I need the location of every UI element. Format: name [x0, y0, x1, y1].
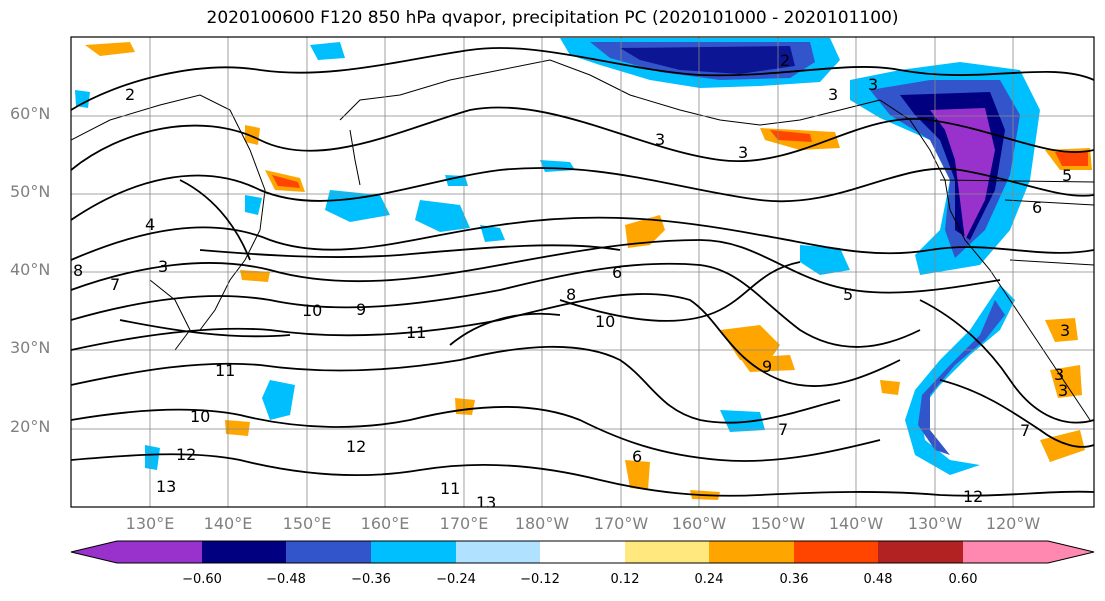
contour-label: 5 — [1062, 166, 1072, 185]
colorbar-segment — [371, 541, 456, 563]
colorbar-segment — [456, 541, 540, 563]
contour-label: 11 — [440, 479, 460, 498]
contour-label: 12 — [346, 437, 366, 456]
contour-label: 2 — [125, 85, 135, 104]
colorbar-segment — [709, 541, 794, 563]
lat-label: 60°N — [10, 104, 51, 123]
contour-label: 8 — [566, 285, 576, 304]
lon-label: 160°W — [671, 514, 727, 533]
contour-label: 5 — [843, 285, 853, 304]
lat-label: 50°N — [10, 182, 51, 201]
colorbar-segment — [286, 541, 371, 563]
contour-label: 6 — [1032, 198, 1042, 217]
map-frame — [70, 36, 1095, 508]
lon-label: 150°W — [750, 514, 806, 533]
colorbar-segment — [540, 541, 625, 563]
contour-label: 7 — [778, 420, 788, 439]
colorbar-tick-label: 0.24 — [694, 572, 724, 587]
contour-label: 11 — [406, 323, 426, 342]
colorbar-segment — [202, 541, 286, 563]
colorbar-tick-label: 0.60 — [948, 572, 978, 587]
contour-label: 3 — [868, 75, 878, 94]
lon-label: 170°W — [593, 514, 649, 533]
contour-label: 7 — [1020, 421, 1030, 440]
lon-label: 160°E — [360, 514, 410, 533]
colorbar-tick-label: −0.36 — [351, 572, 391, 587]
lat-label: 40°N — [10, 260, 51, 279]
contour-label: 6 — [632, 447, 642, 466]
contour-label: 3 — [828, 85, 838, 104]
contour-label: 6 — [612, 263, 622, 282]
colorbar-tick-label: −0.48 — [266, 572, 306, 587]
lon-label: 140°W — [828, 514, 884, 533]
lon-label: 170°E — [439, 514, 489, 533]
colorbar-segment — [963, 541, 1048, 563]
contour-label: 4 — [145, 215, 155, 234]
contour-label: 12 — [963, 487, 983, 506]
contour-label: 3 — [1054, 365, 1064, 384]
map-area: 2 2 3 3 3 3 4 3 5 5 6 6 7 8 9 9 10 10 10… — [71, 37, 1094, 512]
colorbar — [70, 540, 1095, 564]
contour-label: 13 — [156, 477, 176, 496]
contour-label: 9 — [356, 300, 366, 319]
colorbar-tick-label: −0.12 — [520, 572, 560, 587]
contour-label: 13 — [476, 493, 496, 512]
contour-label: 3 — [738, 143, 748, 162]
colorbar-segment — [878, 541, 963, 563]
contour-label: 7 — [110, 275, 120, 294]
colorbar-tick-label: 0.12 — [610, 572, 640, 587]
qvapor-contours — [71, 47, 1094, 497]
contour-label: 2 — [780, 51, 790, 70]
lat-label: 30°N — [10, 338, 51, 357]
colorbar-tick-label: −0.60 — [182, 572, 222, 587]
contour-label: 12 — [176, 445, 196, 464]
colorbar-tick-label: −0.24 — [436, 572, 476, 587]
contour-label: 3 — [158, 257, 168, 276]
contour-label: 3 — [1058, 381, 1068, 400]
colorbar-outline — [70, 540, 1095, 564]
contour-labels: 2 2 3 3 3 3 4 3 5 5 6 6 7 8 9 9 10 10 10… — [73, 51, 1072, 512]
contour-label: 11 — [215, 361, 235, 380]
map-title: 2020100600 F120 850 hPa qvapor, precipit… — [206, 8, 899, 28]
colorbar-extend-high — [1048, 541, 1094, 563]
lon-label: 150°E — [282, 514, 332, 533]
contour-label: 3 — [1060, 321, 1070, 340]
contour-label: 10 — [190, 407, 210, 426]
colorbar-tick-label: 0.36 — [779, 572, 809, 587]
colorbar-segment — [117, 541, 202, 563]
coastlines — [71, 59, 1094, 421]
contour-label: 3 — [655, 130, 665, 149]
colorbar-segment — [625, 541, 709, 563]
lon-label: 120°W — [985, 514, 1041, 533]
lon-label: 180°W — [514, 514, 570, 533]
lon-label: 140°E — [203, 514, 253, 533]
contour-label: 8 — [73, 261, 83, 280]
contour-label: 9 — [762, 357, 772, 376]
gridlines — [71, 37, 1094, 507]
colorbar-segment — [794, 541, 878, 563]
contour-label: 10 — [302, 301, 322, 320]
lon-label: 130°W — [907, 514, 963, 533]
colorbar-extend-low — [71, 541, 117, 563]
colorbar-tick-label: 0.48 — [863, 572, 893, 587]
contour-label: 10 — [595, 312, 615, 331]
lat-label: 20°N — [10, 417, 51, 436]
lon-label: 130°E — [125, 514, 175, 533]
